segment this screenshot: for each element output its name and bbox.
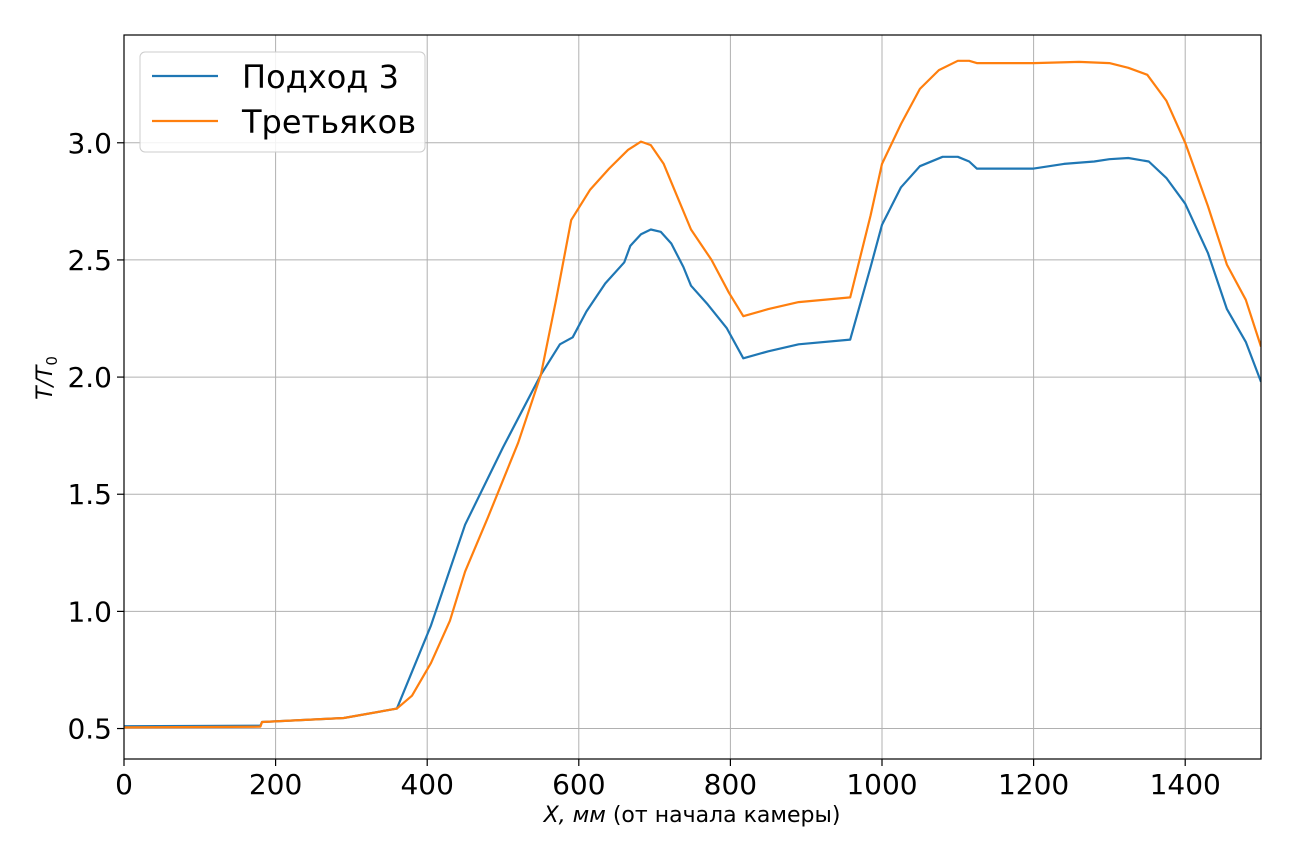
- y-tick-label: 3.0: [67, 127, 112, 160]
- legend-label-podkhod-3: Подход 3: [242, 58, 399, 96]
- x-axis-label: X, мм (от начала камеры): [543, 803, 841, 828]
- x-axis-ticks: 0 200 400 600 800 1000 1200 1400: [115, 759, 1221, 801]
- series-lines: [124, 59, 1261, 729]
- y-tick-label: 1.5: [67, 478, 112, 511]
- x-tick-label: 1000: [846, 768, 917, 801]
- x-tick-label: 1200: [998, 768, 1069, 801]
- legend: Подход 3 Третьяков: [139, 51, 426, 153]
- y-axis-label-main: T/T: [33, 364, 58, 400]
- y-axis-ticks: 0.5 1.0 1.5 2.0 2.5 3.0: [67, 127, 124, 746]
- y-axis-label-sub: 0: [43, 356, 61, 366]
- y-tick-label: 0.5: [67, 713, 112, 746]
- y-tick-label: 1.0: [67, 595, 112, 628]
- x-tick-label: 200: [249, 768, 302, 801]
- x-axis-label-rest: (от начала камеры): [606, 803, 841, 828]
- legend-label-tretyakov: Третьяков: [241, 103, 416, 141]
- x-tick-label: 800: [704, 768, 757, 801]
- x-tick-label: 1400: [1150, 768, 1221, 801]
- y-axis-label: T/T0: [33, 356, 61, 400]
- x-tick-label: 400: [400, 768, 453, 801]
- plot-frame: [123, 34, 1262, 760]
- x-tick-label: 600: [552, 768, 605, 801]
- grid: [123, 35, 1261, 759]
- series-line-tretyakov: [124, 59, 1261, 729]
- y-tick-label: 2.0: [67, 361, 112, 394]
- x-axis-label-var: X, мм: [543, 803, 606, 828]
- y-tick-label: 2.5: [67, 244, 112, 277]
- x-tick-label: 0: [115, 768, 133, 801]
- series-line-podkhod-3: [124, 155, 1261, 728]
